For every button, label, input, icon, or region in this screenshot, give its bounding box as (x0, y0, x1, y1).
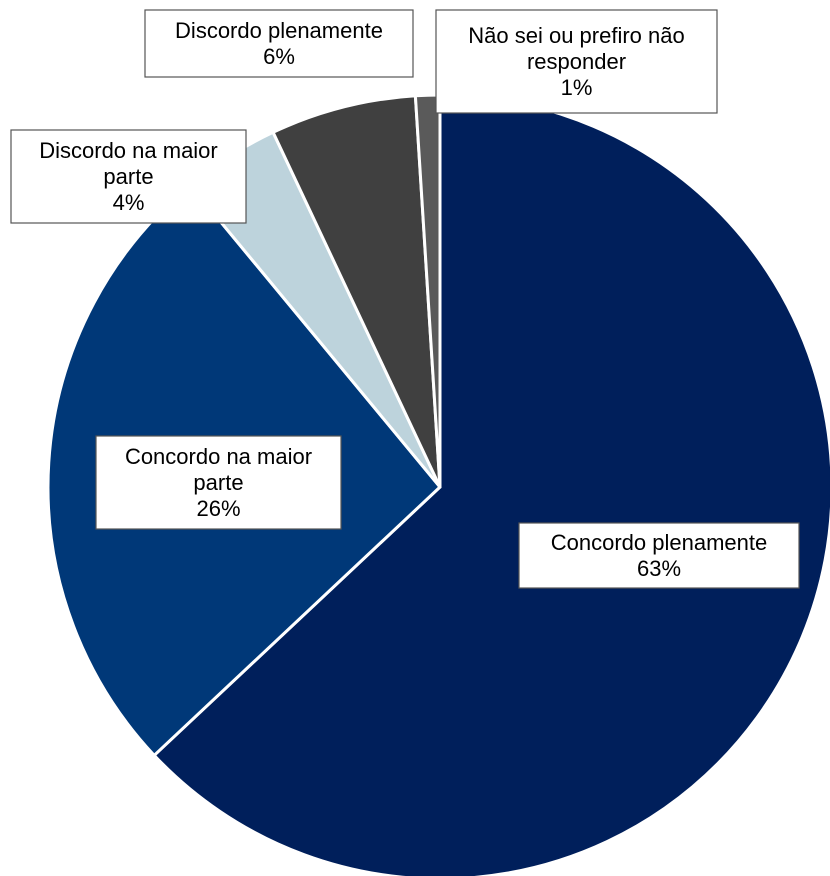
data-label-value: 6% (263, 44, 295, 69)
data-label-box (10, 129, 247, 224)
data-label-category: Concordo plenamente (551, 530, 767, 555)
data-label-value: 1% (561, 75, 593, 100)
data-label-box (435, 9, 718, 114)
pie-slice-1 (152, 93, 830, 876)
data-label-value: 4% (113, 190, 145, 215)
data-label-category: Discordo na maior (39, 138, 218, 163)
data-label-category: parte (103, 164, 153, 189)
data-label-value: 63% (637, 556, 681, 581)
data-label-category: parte (193, 470, 243, 495)
data-label-box (95, 435, 342, 530)
data-label-box (518, 522, 800, 589)
data-label-value: 26% (196, 496, 240, 521)
data-label-box (144, 9, 414, 78)
pie-slice-4 (271, 94, 442, 489)
data-label-category: Concordo na maior (125, 444, 312, 469)
data-label-category: Discordo plenamente (175, 18, 383, 43)
data-label-category: responder (527, 49, 626, 74)
data-label-category: Não sei ou prefiro não (468, 23, 684, 48)
